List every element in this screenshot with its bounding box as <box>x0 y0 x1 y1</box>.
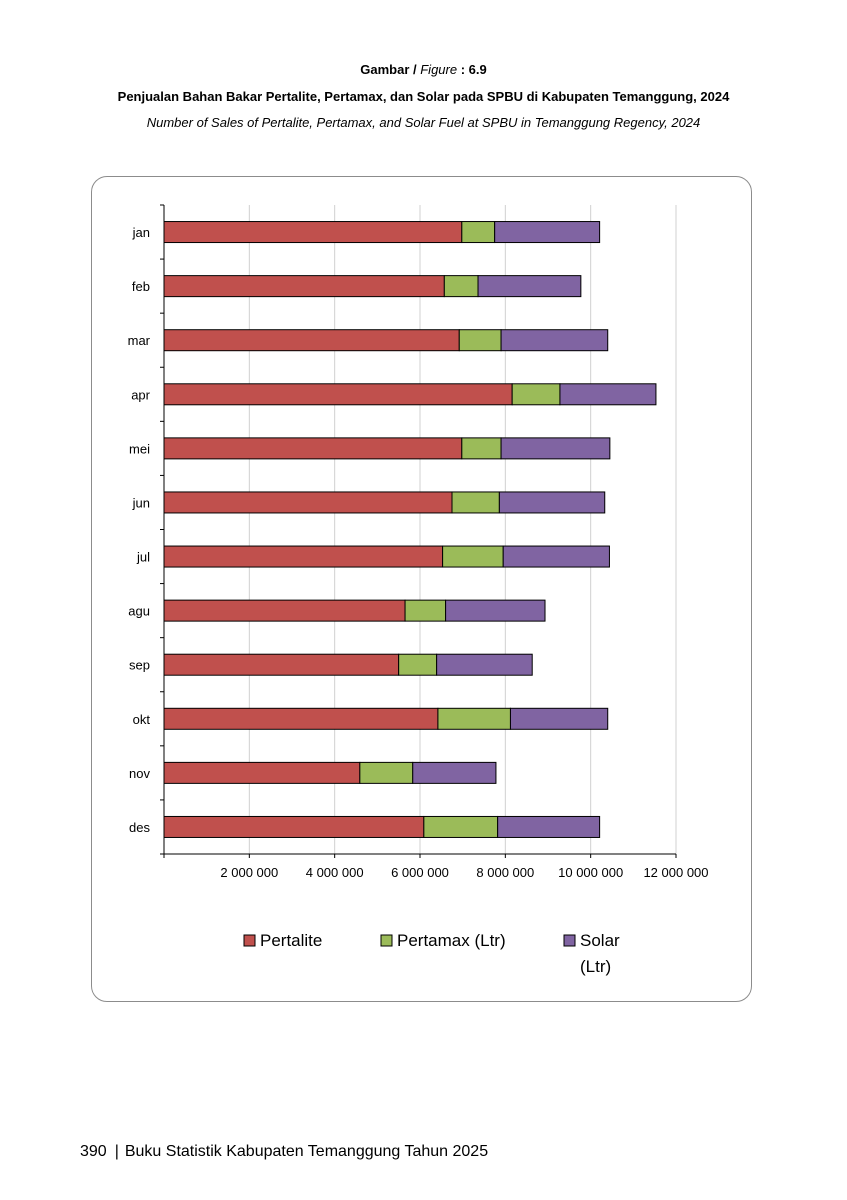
bar-segment <box>509 707 609 730</box>
bar-segment <box>163 383 513 406</box>
legend-label: Pertalite <box>260 931 322 950</box>
y-tick-label: sep <box>129 658 150 673</box>
bar-segment <box>443 275 479 298</box>
bar-segment <box>436 653 533 676</box>
x-tick-label: 8 000 000 <box>476 865 534 880</box>
x-tick-label: 10 000 000 <box>558 865 623 880</box>
bar-segment <box>398 653 438 676</box>
y-tick-label: jun <box>132 495 150 510</box>
bar-segment <box>458 329 502 352</box>
y-tick-label: mar <box>128 333 151 348</box>
bar-segment <box>497 815 601 838</box>
book-title: Buku Statistik Kabupaten Temanggung Tahu… <box>124 1143 489 1160</box>
x-tick-label: 4 000 000 <box>306 865 364 880</box>
bar-segment <box>498 491 606 514</box>
legend-swatch <box>380 934 393 947</box>
footer-separator: | <box>114 1143 119 1160</box>
y-tick-label: nov <box>129 766 150 781</box>
bar-segment <box>451 491 500 514</box>
bar-segment <box>163 491 453 514</box>
y-tick-label: feb <box>132 279 150 294</box>
y-tick-label: agu <box>128 604 150 619</box>
page-footer: 390 | Buku Statistik Kabupaten Temanggung … <box>80 1143 488 1161</box>
bar-segment <box>412 761 497 784</box>
bar-segment <box>461 221 496 244</box>
y-tick-label: apr <box>131 387 150 402</box>
bar-segment <box>461 437 502 460</box>
bar-segment <box>163 545 444 568</box>
legend-label: Solar <box>580 931 620 950</box>
bar-segment <box>163 599 406 622</box>
y-tick-label: okt <box>133 712 151 727</box>
chart-title: Penjualan Bahan Bakar Pertalite, Pertama… <box>117 89 730 104</box>
bar-segment <box>163 437 463 460</box>
bar-segment <box>477 275 582 298</box>
page-number: 390 <box>80 1143 107 1160</box>
x-tick-label: 2 000 000 <box>220 865 278 880</box>
bar-segment <box>163 275 445 298</box>
figure-number: : 6.9 <box>460 62 487 77</box>
bar-segment <box>404 599 447 622</box>
bar-segment <box>163 707 439 730</box>
y-tick-label: mei <box>129 441 150 456</box>
chart-subtitle: Number of Sales of Pertalite, Pertamax, … <box>146 115 701 130</box>
legend-label: Pertamax (Ltr) <box>397 931 506 950</box>
bar-segment <box>163 221 463 244</box>
bar-segment <box>442 545 504 568</box>
chart-frame <box>91 176 752 1002</box>
figure-label: Gambar / Figure : 6.9 <box>0 62 847 77</box>
bar-segment <box>163 329 460 352</box>
legend-swatch <box>243 934 256 947</box>
bar-segment <box>559 383 657 406</box>
legend-label-wrap: (Ltr) <box>580 957 611 976</box>
bar-segment <box>163 653 400 676</box>
legend-swatch <box>563 934 576 947</box>
bar-segment <box>445 599 546 622</box>
bar-segment <box>500 329 609 352</box>
x-tick-label: 6 000 000 <box>391 865 449 880</box>
figure-label-id: Gambar / <box>360 62 417 77</box>
figure-label-en: Figure <box>420 62 458 77</box>
bar-segment <box>359 761 414 784</box>
y-tick-label: des <box>129 820 150 835</box>
bar-segment <box>502 545 610 568</box>
bar-segment <box>500 437 611 460</box>
bar-segment <box>423 815 499 838</box>
y-tick-label: jan <box>132 225 150 240</box>
bar-segment <box>163 761 361 784</box>
bar-segment <box>511 383 561 406</box>
bar-segment <box>494 221 601 244</box>
y-tick-label: jul <box>136 550 150 565</box>
bar-segment <box>163 815 425 838</box>
bar-segment <box>437 707 511 730</box>
x-tick-label: 12 000 000 <box>643 865 708 880</box>
